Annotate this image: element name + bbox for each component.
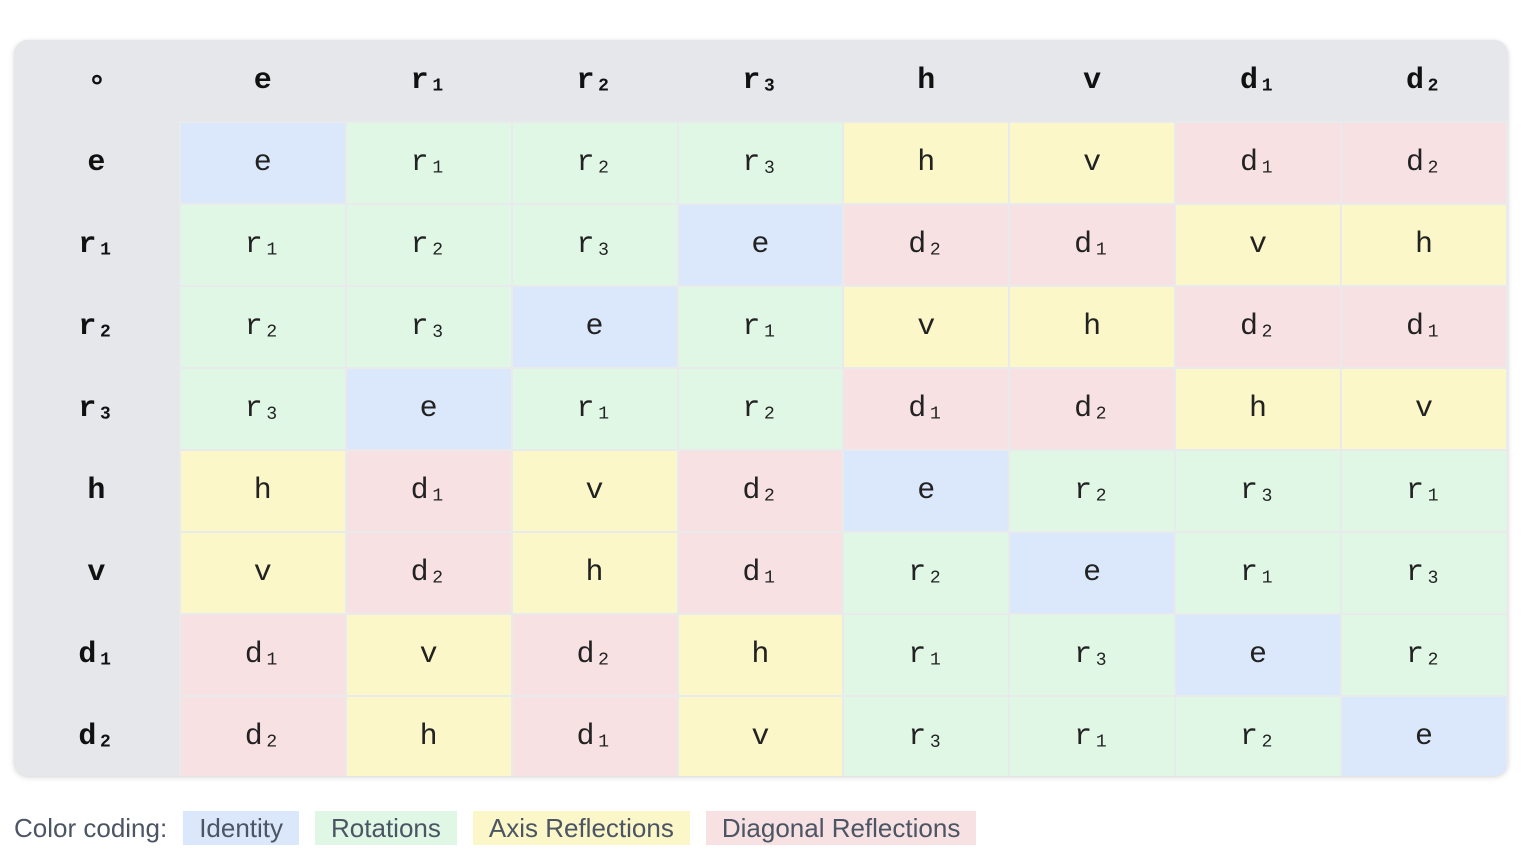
table-cell: h [510, 531, 679, 615]
table-cell: r₁ [510, 367, 679, 451]
table-row: r₁ r₁ r₂ r₃ e d₂ d₁ v h [14, 203, 1508, 287]
table-cell: d₂ [510, 613, 679, 697]
table-cell: e [1174, 613, 1342, 697]
table-cell: r₂ [842, 531, 1011, 615]
table-cell: d₂ [1008, 367, 1177, 451]
legend-label: Color coding: [14, 812, 168, 843]
table-cell: e [344, 367, 513, 451]
table-cell: d₂ [344, 531, 513, 615]
row-header: r₃ [14, 368, 180, 450]
row-header: d₁ [14, 614, 180, 696]
table-cell: r₃ [344, 285, 513, 369]
table-cell: d₁ [1174, 121, 1342, 205]
corner-operator: ∘ [14, 40, 180, 122]
table-cell: r₁ [178, 203, 347, 287]
table-row: v v d₂ h d₁ r₂ e r₁ r₃ [14, 531, 1508, 615]
table-cell: r₂ [1008, 449, 1177, 533]
table-cell: d₁ [344, 449, 513, 533]
table-cell: r₂ [1340, 613, 1508, 697]
table-row: e e r₁ r₂ r₃ h v d₁ d₂ [14, 121, 1508, 205]
table-cell: r₂ [1174, 695, 1342, 776]
table-cell: e [1340, 695, 1508, 776]
table-cell: d₁ [842, 367, 1011, 451]
column-header: e [179, 40, 346, 122]
table-cell: e [178, 121, 347, 205]
table-cell: r₃ [676, 121, 845, 205]
table-cell: r₂ [178, 285, 347, 369]
column-header: r₃ [677, 40, 844, 122]
color-legend: Color coding: Identity Rotations Axis Re… [14, 810, 977, 846]
table-cell: h [1340, 203, 1508, 287]
table-cell: r₃ [510, 203, 679, 287]
table-cell: r₂ [510, 121, 679, 205]
table-cell: v [344, 613, 513, 697]
table-cell: r₁ [842, 613, 1011, 697]
table-cell: d₂ [1174, 285, 1342, 369]
table-cell: h [842, 121, 1011, 205]
cayley-table: ∘ e r₁ r₂ r₃ h v d₁ d₂ e e r₁ r₂ r₃ h v d₁ d₂ r₁ r… [14, 40, 1508, 776]
table-cell: r₃ [842, 695, 1011, 776]
table-cell: d₁ [510, 695, 679, 776]
table-cell: d₂ [1340, 121, 1508, 205]
column-header: v [1009, 40, 1176, 122]
table-cell: h [178, 449, 347, 533]
table-cell: d₁ [676, 531, 845, 615]
row-header: r₂ [14, 286, 180, 368]
table-cell: e [510, 285, 679, 369]
table-row: h h d₁ v d₂ e r₂ r₃ r₁ [14, 449, 1508, 533]
table-cell: r₁ [1340, 449, 1508, 533]
column-header: r₂ [511, 40, 678, 122]
table-cell: d₂ [676, 449, 845, 533]
table-cell: e [1008, 531, 1177, 615]
legend-diagonal-reflections: Diagonal Reflections [705, 811, 977, 845]
row-header: r₁ [14, 204, 180, 286]
table-cell: d₂ [178, 695, 347, 776]
row-header: d₂ [14, 696, 180, 776]
table-cell: r₃ [178, 367, 347, 451]
column-header: h [843, 40, 1010, 122]
table-cell: r₃ [1340, 531, 1508, 615]
table-cell: e [842, 449, 1011, 533]
legend-rotations: Rotations [315, 811, 457, 845]
table-cell: r₁ [344, 121, 513, 205]
table-cell: d₂ [842, 203, 1011, 287]
table-cell: v [510, 449, 679, 533]
table-cell: d₁ [1340, 285, 1508, 369]
table-cell: e [676, 203, 845, 287]
column-header: d₂ [1341, 40, 1507, 122]
table-cell: h [1008, 285, 1177, 369]
table-cell: v [1008, 121, 1177, 205]
header-row: ∘ e r₁ r₂ r₃ h v d₁ d₂ [14, 40, 1507, 122]
legend-axis-reflections: Axis Reflections [472, 811, 690, 845]
table-cell: d₁ [178, 613, 347, 697]
table-cell: r₃ [1174, 449, 1342, 533]
table-cell: v [178, 531, 347, 615]
cayley-table-card: ∘ e r₁ r₂ r₃ h v d₁ d₂ e e r₁ r₂ r₃ h v d₁ d₂ r₁ r… [14, 40, 1508, 776]
column-header: d₁ [1175, 40, 1341, 122]
row-header: e [14, 122, 180, 204]
table-cell: h [344, 695, 513, 776]
table-body: e e r₁ r₂ r₃ h v d₁ d₂ r₁ r₁ r₂ r₃ e d₂ d₁ v h r₂ r₂ r₃ e r₁ v h… [14, 121, 1508, 776]
table-cell: r₂ [344, 203, 513, 287]
table-cell: v [676, 695, 845, 776]
table-cell: d₁ [1008, 203, 1177, 287]
table-row: d₂ d₂ h d₁ v r₃ r₁ r₂ e [14, 695, 1508, 776]
table-cell: r₂ [676, 367, 845, 451]
table-cell: r₃ [1008, 613, 1177, 697]
table-row: d₁ d₁ v d₂ h r₁ r₃ e r₂ [14, 613, 1508, 697]
table-cell: r₁ [676, 285, 845, 369]
table-cell: h [676, 613, 845, 697]
table-cell: v [842, 285, 1011, 369]
table-cell: v [1340, 367, 1508, 451]
table-cell: r₁ [1174, 531, 1342, 615]
row-header: h [14, 450, 180, 532]
table-cell: v [1174, 203, 1342, 287]
table-row: r₂ r₂ r₃ e r₁ v h d₂ d₁ [14, 285, 1508, 369]
column-header: r₁ [345, 40, 512, 122]
table-row: r₃ r₃ e r₁ r₂ d₁ d₂ h v [14, 367, 1508, 451]
table-cell: h [1174, 367, 1342, 451]
row-header: v [14, 532, 180, 614]
legend-identity: Identity [183, 811, 300, 845]
table-cell: r₁ [1008, 695, 1177, 776]
